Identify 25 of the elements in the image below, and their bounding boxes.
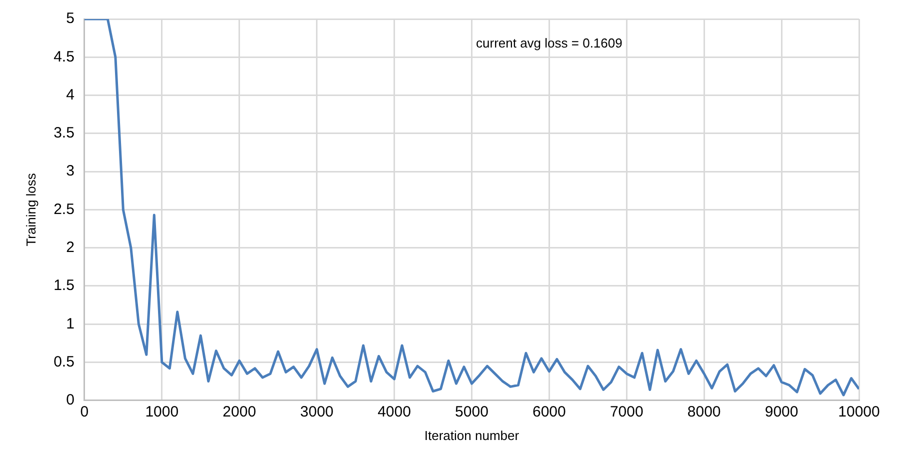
y-tick-label: 3.5 xyxy=(54,124,74,142)
x-tick-label: 6000 xyxy=(532,404,566,421)
y-tick-label: 5 xyxy=(66,10,74,28)
y-tick-label: 1.5 xyxy=(54,277,74,294)
annotation: current avg loss = 0.1609 xyxy=(476,36,622,51)
x-tick-label: 4000 xyxy=(378,404,411,421)
x-tick-label: 8000 xyxy=(687,404,721,421)
x-tick-label: 7000 xyxy=(610,404,644,421)
y-tick-label: 2.5 xyxy=(54,200,74,218)
x-tick-label: 9000 xyxy=(764,404,798,421)
x-tick-label: 3000 xyxy=(300,404,334,421)
y-tick-label: 0 xyxy=(66,392,74,409)
x-tick-label: 2000 xyxy=(222,404,256,421)
y-tick-label: 1 xyxy=(66,315,74,332)
y-tick-label: 4.5 xyxy=(54,48,74,66)
x-axis-title: Iteration number xyxy=(424,428,520,443)
y-tick-label: 2 xyxy=(66,238,74,256)
x-tick-label: 5000 xyxy=(455,404,488,421)
y-axis-title: Training loss xyxy=(23,172,38,246)
x-tick-label: 10000 xyxy=(838,404,880,421)
y-tick-label: 4 xyxy=(66,86,74,104)
x-tick-label: 0 xyxy=(80,404,89,421)
x-tick-label: 1000 xyxy=(145,404,179,421)
y-tick-label: 0.5 xyxy=(54,353,74,370)
y-tick-label: 3 xyxy=(66,162,74,180)
